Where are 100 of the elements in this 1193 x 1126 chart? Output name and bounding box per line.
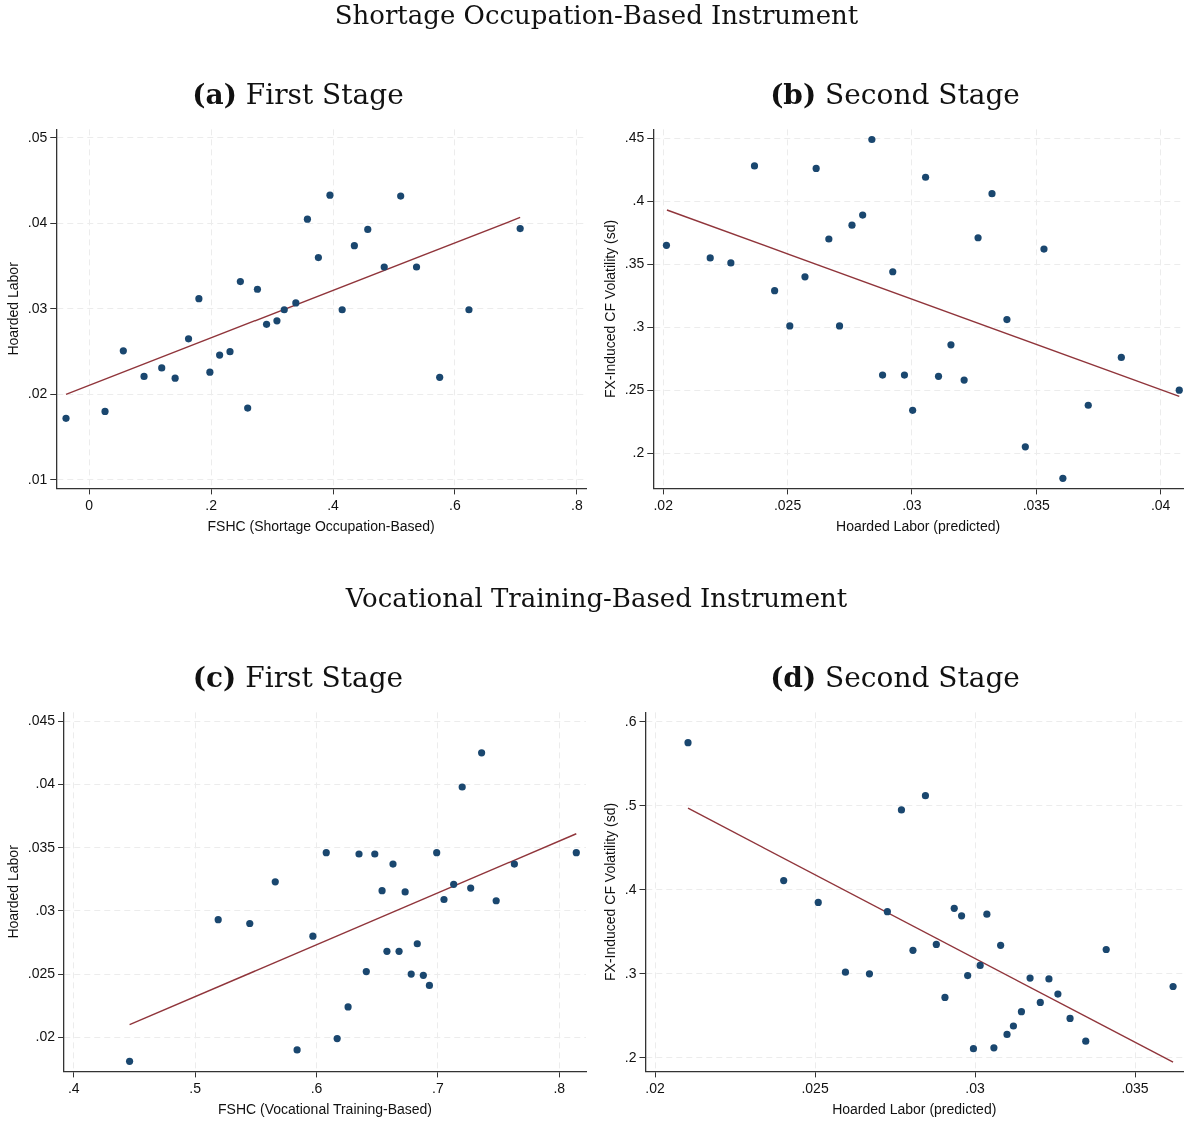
point — [273, 317, 281, 325]
x-tick-label: .6 — [449, 496, 461, 513]
point — [997, 941, 1005, 949]
point — [1169, 982, 1177, 991]
point — [878, 371, 887, 379]
point — [835, 322, 844, 330]
point — [947, 341, 955, 349]
chart-subtitle: (d) Second Stage — [770, 661, 1020, 694]
point — [271, 878, 279, 886]
point — [932, 940, 940, 949]
point — [171, 374, 179, 382]
point — [293, 1046, 301, 1054]
point — [206, 368, 214, 376]
x-tick-label: .04 — [1150, 496, 1171, 513]
point — [801, 273, 809, 281]
y-tick-label: .2 — [624, 1048, 637, 1065]
point — [941, 993, 949, 1002]
point — [413, 940, 421, 948]
point — [909, 406, 917, 414]
point — [825, 235, 833, 243]
point — [492, 897, 500, 905]
x-tick-label: .2 — [205, 496, 218, 513]
point — [1102, 945, 1110, 954]
point — [303, 215, 312, 223]
point — [1003, 1030, 1011, 1039]
point — [814, 898, 822, 907]
y-axis-title: FX-Induced CF Volatility (sd) — [602, 219, 619, 398]
point — [425, 981, 434, 990]
point — [897, 806, 906, 814]
x-tick-label: .035 — [1121, 1079, 1149, 1096]
point — [62, 414, 70, 422]
point — [1054, 990, 1062, 998]
point — [841, 968, 850, 976]
chart-subtitle: (b) Second Stage — [770, 78, 1020, 111]
y-tick-label: .03 — [35, 901, 56, 918]
point — [314, 254, 322, 262]
x-tick-label: .025 — [801, 1079, 829, 1096]
point — [236, 277, 244, 286]
point — [433, 849, 441, 857]
point — [244, 404, 252, 412]
y-tick-label: .4 — [624, 880, 637, 897]
point — [510, 860, 518, 868]
point — [662, 241, 671, 249]
point — [964, 971, 972, 980]
point — [900, 371, 909, 379]
point — [378, 887, 386, 895]
point — [246, 919, 254, 928]
point — [214, 916, 222, 924]
y-tick-label: .6 — [624, 712, 637, 729]
y-tick-label: .3 — [632, 318, 645, 335]
point — [467, 884, 475, 892]
y-tick-label: .02 — [27, 385, 48, 402]
point — [395, 947, 403, 955]
y-axis-title: Hoarded Labor — [5, 844, 22, 939]
y-tick-label: .02 — [35, 1028, 56, 1045]
point — [140, 372, 148, 381]
point — [412, 263, 421, 271]
y-tick-label: .04 — [27, 214, 48, 231]
point — [889, 268, 897, 276]
x-axis-title: Hoarded Labor (predicted) — [832, 1101, 997, 1118]
y-axis-title: FX-Induced CF Volatility (sd) — [602, 802, 619, 981]
y-tick-label: .45 — [624, 129, 645, 146]
x-tick-label: .025 — [773, 496, 802, 513]
point — [974, 234, 982, 242]
x-tick-label: .4 — [67, 1079, 80, 1096]
point — [868, 135, 876, 144]
point — [101, 407, 109, 416]
point — [389, 860, 397, 868]
point — [780, 876, 788, 885]
point — [727, 259, 735, 267]
x-tick-label: 0 — [85, 496, 94, 513]
point — [1021, 443, 1029, 451]
point — [960, 376, 968, 384]
x-tick-label: .8 — [553, 1079, 566, 1096]
point — [407, 970, 415, 978]
point — [262, 320, 271, 328]
point — [921, 792, 930, 800]
point — [280, 306, 288, 314]
point — [216, 351, 224, 359]
point — [1059, 474, 1067, 482]
point — [338, 306, 346, 314]
point — [158, 364, 166, 372]
point — [909, 946, 917, 954]
y-tick-label: .3 — [624, 964, 637, 981]
chart-title: Shortage Occupation-Based Instrument — [333, 0, 860, 30]
point — [950, 904, 958, 912]
point — [458, 783, 466, 791]
point — [976, 961, 984, 970]
point — [326, 191, 334, 199]
x-tick-label: .5 — [189, 1079, 202, 1096]
point — [371, 850, 379, 858]
y-tick-label: .01 — [27, 470, 48, 487]
point — [921, 173, 930, 181]
y-tick-label: .5 — [624, 796, 637, 813]
point — [322, 849, 330, 857]
y-tick-label: .25 — [624, 381, 645, 398]
x-tick-label: .02 — [653, 496, 674, 513]
point — [848, 221, 856, 229]
point — [364, 225, 372, 234]
point — [1082, 1037, 1090, 1045]
